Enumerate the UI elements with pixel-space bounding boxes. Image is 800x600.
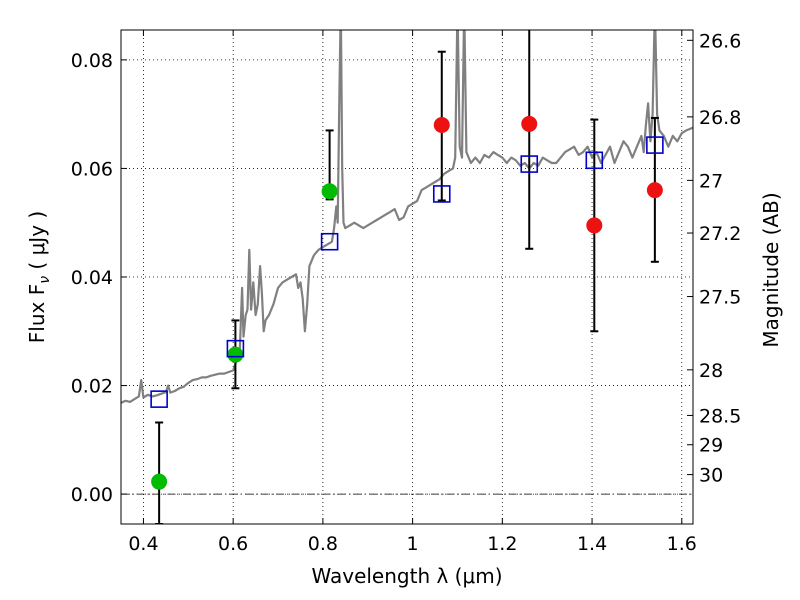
y2-tick-label: 27.2 bbox=[699, 223, 741, 245]
observed-point-green bbox=[227, 346, 244, 363]
y-axis-label-main: Flux F bbox=[25, 284, 49, 343]
y-tick-label: 0.08 bbox=[71, 50, 113, 72]
y2-tick-label: 28.5 bbox=[699, 405, 741, 427]
y2-tick-label: 28 bbox=[699, 360, 723, 382]
observed-point-red bbox=[433, 117, 450, 133]
y2-tick-label: 29 bbox=[699, 435, 723, 457]
observed-point-green bbox=[151, 473, 168, 490]
model-point-square bbox=[226, 339, 245, 358]
x-tick-label: 1.4 bbox=[577, 533, 607, 555]
model-point-square bbox=[150, 390, 168, 408]
model-point-square bbox=[646, 136, 664, 154]
x-tick-label: 1.2 bbox=[487, 533, 517, 555]
x-tick-label: 0.4 bbox=[128, 533, 158, 555]
x-axis-ticks: 0.4 0.6 0.8 1 1.2 1.4 1.6 bbox=[128, 30, 697, 555]
observed-points bbox=[151, 115, 663, 490]
observed-point-red bbox=[586, 217, 603, 234]
y-tick-label: 0.02 bbox=[71, 376, 113, 398]
y2-axis-label: Magnitude (AB) bbox=[759, 192, 783, 347]
y2-axis-ticks: 26.6 26.8 27 27.2 27.5 28 28.5 29 30 bbox=[687, 30, 741, 487]
y2-tick-label: 26.6 bbox=[699, 30, 741, 52]
y-axis-label: Flux Fν ( μJy ) bbox=[25, 211, 53, 343]
y2-tick-label: 26.8 bbox=[699, 107, 741, 129]
y-axis-label-unit: ( μJy ) bbox=[25, 211, 49, 276]
observed-point-green bbox=[321, 183, 338, 200]
model-points bbox=[150, 136, 664, 408]
observed-point-red bbox=[646, 182, 663, 199]
plot-area bbox=[121, 30, 693, 524]
x-tick-label: 0.8 bbox=[308, 533, 338, 555]
y2-tick-label: 27 bbox=[699, 170, 723, 192]
y-axis-ticks: 0.00 0.02 0.04 0.06 0.08 bbox=[71, 50, 127, 506]
x-tick-label: 1.6 bbox=[667, 533, 697, 555]
x-tick-label: 0.6 bbox=[218, 533, 248, 555]
model-point-square bbox=[520, 155, 539, 173]
observed-point-red bbox=[521, 115, 538, 132]
y2-tick-label: 30 bbox=[699, 465, 723, 487]
x-tick-label: 1 bbox=[407, 533, 419, 555]
y2-tick-label: 27.5 bbox=[699, 287, 741, 309]
y-tick-label: 0.04 bbox=[71, 267, 113, 289]
x-axis-label: Wavelength λ (μm) bbox=[311, 564, 502, 588]
y-axis-label-sub: ν bbox=[37, 276, 53, 284]
model-point-square bbox=[432, 185, 451, 203]
model-point-square bbox=[585, 151, 604, 170]
y-tick-label: 0.00 bbox=[71, 484, 113, 506]
y-tick-label: 0.06 bbox=[71, 158, 113, 180]
model-point-square bbox=[320, 232, 339, 251]
